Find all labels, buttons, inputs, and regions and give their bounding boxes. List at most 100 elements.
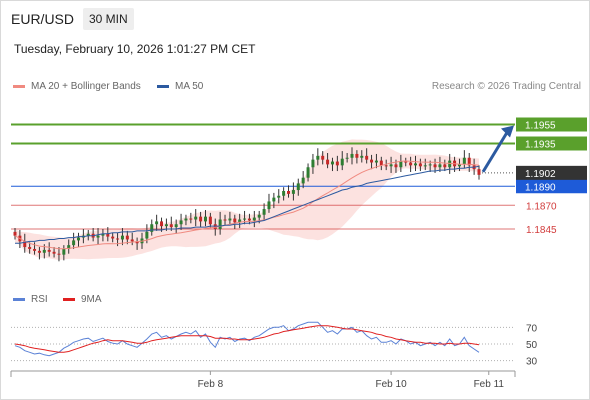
ma9-swatch <box>63 297 75 301</box>
candle-body <box>208 216 212 225</box>
candle-body <box>155 221 159 225</box>
last-price-label: 1.1902 <box>525 169 556 180</box>
candle-body <box>252 217 256 221</box>
ma20-line <box>14 160 480 250</box>
legend-ma50: MA 50 <box>157 81 203 92</box>
rsi-swatch <box>13 297 25 301</box>
rsi-ma9-line <box>14 325 480 353</box>
rsi-line <box>14 321 480 357</box>
candle-body <box>414 163 418 166</box>
candle-body <box>28 247 32 249</box>
candle-body <box>462 157 466 165</box>
level-label-0: 1.1955 <box>525 121 556 132</box>
candle-body <box>120 235 124 240</box>
candle-body <box>33 248 37 251</box>
candle-body <box>296 183 300 191</box>
level-tag-2 <box>516 179 587 194</box>
legend-rsi: RSI <box>13 294 48 305</box>
candle-body <box>164 224 168 227</box>
candle-body <box>125 235 129 240</box>
candle-body <box>42 249 46 253</box>
candle-body <box>213 224 217 229</box>
rsi-level-label: 70 <box>526 323 538 334</box>
ma50-line <box>15 165 480 244</box>
candle-body <box>150 224 154 232</box>
ma20-legend-label: MA 20 + Bollinger Bands <box>31 81 141 92</box>
level-label-4: 1.1845 <box>526 225 557 236</box>
candle-body <box>423 165 427 167</box>
candle-body <box>448 160 452 168</box>
candle-body <box>62 248 66 255</box>
legend-ma20: MA 20 + Bollinger Bands <box>13 81 141 92</box>
candle-body <box>443 164 447 168</box>
candle-body <box>267 201 271 210</box>
candle-body <box>194 216 198 220</box>
candle-body <box>384 165 388 167</box>
candle-body <box>116 238 120 240</box>
candle-body <box>67 245 71 249</box>
candle-body <box>277 195 281 198</box>
last-price-tag <box>516 165 587 180</box>
ma20-swatch <box>13 84 25 88</box>
candle-body <box>301 177 305 184</box>
header-bar: EUR/USD 30 MIN <box>1 1 589 37</box>
candle-body <box>365 155 369 160</box>
legend-ma9: 9MA <box>63 294 102 305</box>
ma9-legend-label: 9MA <box>81 294 102 305</box>
candle-body <box>335 161 339 166</box>
candle-body <box>345 157 349 159</box>
candle-body <box>350 153 354 158</box>
candle-body <box>326 159 330 165</box>
candle-body <box>282 191 286 196</box>
candle-body <box>287 191 291 194</box>
candle-body <box>203 216 207 222</box>
candle-body <box>467 157 471 166</box>
candle-body <box>52 251 56 254</box>
timeframe-button[interactable]: 30 MIN <box>83 8 134 30</box>
x-tick-label: Feb 8 <box>198 379 224 390</box>
candle-body <box>37 250 41 253</box>
candle-body <box>179 220 183 225</box>
candle-body <box>57 253 61 255</box>
candle-body <box>228 218 232 221</box>
rsi-level-label: 50 <box>526 340 538 351</box>
candle-body <box>306 167 310 178</box>
candle-body <box>399 161 403 168</box>
candle-body <box>47 249 51 252</box>
candle-body <box>457 164 461 167</box>
candle-body <box>272 197 276 202</box>
candle-body <box>394 164 398 168</box>
copyright-notice: Research © 2026 Trading Central <box>431 81 581 92</box>
rsi-legend-label: RSI <box>31 294 48 305</box>
candle-body <box>374 160 378 163</box>
x-tick-label: Feb 10 <box>376 379 408 390</box>
candle-body <box>291 190 295 194</box>
candle-body <box>257 214 261 218</box>
ma50-legend-label: MA 50 <box>175 81 204 92</box>
candle-body <box>379 160 383 166</box>
bollinger-band <box>15 139 479 260</box>
candle-body <box>189 218 193 220</box>
candle-body <box>106 233 110 237</box>
candle-body <box>111 236 115 239</box>
candle-body <box>389 164 393 167</box>
candle-body <box>433 164 437 168</box>
candle-body <box>262 209 266 215</box>
candle-body <box>247 218 251 221</box>
candle-body <box>174 224 178 228</box>
ma50-swatch <box>157 84 169 88</box>
candle-body <box>340 158 344 166</box>
candle-body <box>101 233 105 236</box>
x-tick-label: Feb 11 <box>474 379 505 390</box>
candle-body <box>72 240 76 246</box>
candle-body <box>321 155 325 160</box>
candle-body <box>477 169 481 175</box>
candle-body <box>360 155 364 158</box>
candle-body <box>199 216 203 222</box>
candle-body <box>76 237 80 241</box>
candle-body <box>233 218 237 223</box>
forecast-arrow-head <box>501 125 514 138</box>
candle-body <box>130 239 134 242</box>
